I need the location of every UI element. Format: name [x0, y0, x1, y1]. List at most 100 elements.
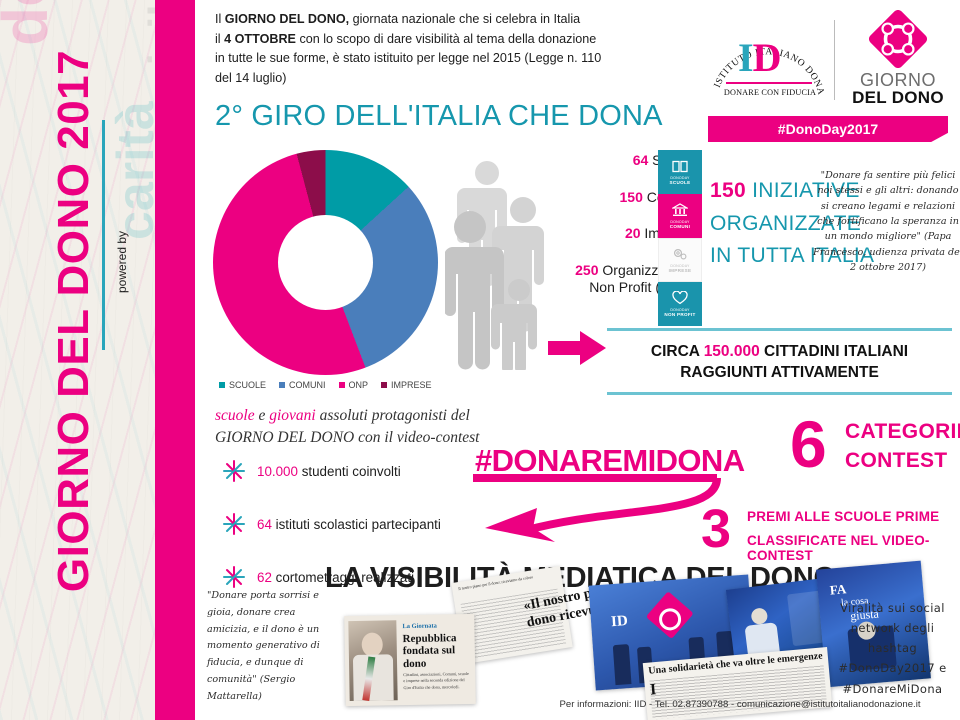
badge-top-label: DONODAY — [670, 264, 690, 268]
circa-rule-top — [607, 328, 952, 331]
intro-l3: in tutte le sue forme, è stato istituito… — [215, 51, 602, 66]
people-pictogram — [444, 155, 560, 374]
badge-comuni: DONODAY COMUNI — [658, 194, 702, 238]
prizes-label-2: CLASSIFICATE NEL VIDEO-CONTEST — [747, 533, 930, 563]
book-icon — [672, 160, 688, 173]
mattarella-quote: "Donare porta sorrisi e gioia, donare cr… — [207, 590, 320, 702]
gears-icon — [672, 247, 688, 261]
bullet-text: 10.000 studenti coinvolti — [257, 464, 401, 479]
legend-swatch — [219, 382, 225, 388]
iid-rule — [726, 82, 812, 84]
circa-number: 150.000 — [703, 343, 760, 360]
badge-name: NON PROFIT — [664, 312, 696, 317]
bullet-row: 10.000 studenti coinvolti — [221, 458, 521, 484]
ghost-word-3: civile — [140, 0, 155, 90]
prizes-number: 3 — [701, 499, 732, 559]
badge-scuole: DONODAY SCUOLE — [658, 150, 702, 194]
donut-ring — [213, 150, 438, 375]
clipping-photo — [348, 620, 398, 702]
bullet-number: 64 — [257, 516, 272, 532]
schools-pink-2: giovani — [269, 407, 316, 424]
initiatives-line2: ORGANIZZATE — [710, 211, 862, 235]
legend-label: SCUOLE — [229, 380, 267, 390]
legend-label: COMUNI — [289, 380, 326, 390]
intro-l2-post: con lo scopo di dare visibilità al tema … — [295, 31, 597, 46]
legend-swatch — [279, 382, 286, 388]
badge-top-label: DONODAY — [670, 308, 690, 312]
donaremidona-hashtag: #DONAREMIDONA — [475, 443, 745, 478]
initiatives-word: INIZIATIVE — [752, 179, 860, 202]
schools-line2: GIORNO DEL DONO con il video-contest — [215, 428, 480, 446]
stage-logo-text: ID — [610, 613, 629, 631]
badge-top-label: DONODAY — [670, 175, 690, 180]
stat-number: 64 — [632, 152, 649, 168]
iid-monogram: ID — [738, 34, 782, 81]
chart-legend: SCUOLE COMUNI ONP IMPRESE — [219, 380, 432, 390]
clipping-body: Cittadini, associazioni, Comuni, scuole … — [403, 670, 469, 690]
asterisk-icon — [221, 564, 247, 590]
legend-item: SCUOLE — [219, 380, 266, 390]
clipping-repubblica: La Giornata Repubblica fondata sul dono … — [344, 613, 476, 707]
bullet-text: 62 cortometraggi realizzati — [257, 570, 414, 585]
pink-arrow-icon — [548, 330, 608, 366]
circa-block: CIRCA 150.000 CITTADINI ITALIANI RAGGIUN… — [607, 342, 952, 384]
iid-logo: ISTITUTO ITALIANO DONAZIONE ID DONARE CO… — [704, 4, 828, 110]
initiatives-number: 150 — [710, 179, 746, 202]
initiatives-line3: IN TUTTA ITALIA — [710, 244, 875, 268]
legend-item: ONP — [338, 380, 369, 390]
badge-name: IMPRESE — [668, 268, 692, 273]
page-title: 2° GIRO DELL'ITALIA CHE DONA — [215, 100, 663, 132]
main-content: Il GIORNO DEL DONO, giornata nazionale c… — [195, 0, 960, 720]
sidebar-divider — [102, 120, 105, 350]
sidebar: dono carità civile GIORNO DEL DONO 2017 … — [0, 0, 155, 720]
iid-letter-d: D — [752, 35, 782, 80]
legend-label: ONP — [348, 380, 369, 390]
asterisk-icon — [221, 511, 247, 537]
bullet-list: 10.000 studenti coinvolti 64 istituti sco… — [221, 458, 521, 617]
badge-top-label: DONODAY — [670, 220, 690, 224]
bullet-label: studenti coinvolti — [297, 463, 401, 479]
bullet-number: 10.000 — [257, 463, 298, 479]
footer-contact: Per informazioni: IID - Tel. 02.87390788… — [559, 699, 921, 710]
iid-tagline: DONARE CON FIDUCIA — [723, 88, 817, 97]
legend-swatch — [381, 382, 388, 388]
bullet-label: istituti scolastici partecipanti — [271, 516, 441, 532]
legend-item: IMPRESE — [381, 380, 432, 390]
intro-l1-pre: Il — [215, 12, 225, 26]
heart-icon — [672, 291, 688, 305]
pope-quote: "Donare fa sentire più felici noi stessi… — [813, 170, 960, 274]
sidebar-powered-by: powered by — [115, 230, 129, 294]
logo-block: ISTITUTO ITALIANO DONAZIONE ID DONARE CO… — [700, 4, 950, 156]
legend-item: COMUNI — [279, 380, 326, 390]
categories-label-1: CATEGORIE — [845, 420, 960, 443]
logo-divider — [834, 20, 835, 100]
hashtag-banner-text: #DonoDay2017 — [777, 121, 879, 137]
circa-pre: CIRCA — [650, 343, 704, 360]
bullet-row: 64 istituti scolastici partecipanti — [221, 511, 521, 537]
prizes-label-1: PREMI ALLE SCUOLE PRIME — [747, 509, 940, 524]
brand-line-2: DEL DONO — [852, 88, 944, 107]
iid-letter-i: I — [738, 35, 754, 80]
giornodeldono-logo: GIORNO DEL DONO — [846, 9, 950, 108]
intro-paragraph: Il GIORNO DEL DONO, giornata nazionale c… — [215, 10, 705, 88]
intro-l4: del 14 luglio) — [215, 70, 287, 85]
ghost-word-2: carità — [107, 101, 155, 240]
legend-swatch — [338, 382, 345, 388]
donut-chart: SCUOLE COMUNI ONP IMPRESE — [213, 150, 448, 400]
clipping-kicker: La Giornata — [402, 622, 437, 631]
categories-label-2: CONTEST — [845, 449, 948, 472]
intro-l1-bold: GIORNO DEL DONO, — [224, 12, 350, 26]
initiatives-block: 150 INIZIATIVE ORGANIZZATE IN TUTTA ITAL… — [710, 175, 874, 273]
diamond-flower-icon — [868, 9, 928, 69]
intro-l1-post: giornata nazionale che si celebra in Ita… — [349, 12, 581, 26]
legend-label: IMPRESE — [391, 380, 432, 390]
badge-non-profit: DONODAY NON PROFIT — [658, 282, 702, 326]
sidebar-texture — [0, 0, 155, 720]
bullet-label: cortometraggi realizzati — [271, 569, 415, 585]
stat-number: 20 — [624, 225, 641, 241]
tv2-text-fa: FA — [829, 581, 847, 598]
iid-arc-text: ISTITUTO ITALIANO DONAZIONE — [704, 4, 828, 110]
badge-name: SCUOLE — [669, 179, 691, 185]
intro-l2-pre: il — [215, 31, 225, 46]
